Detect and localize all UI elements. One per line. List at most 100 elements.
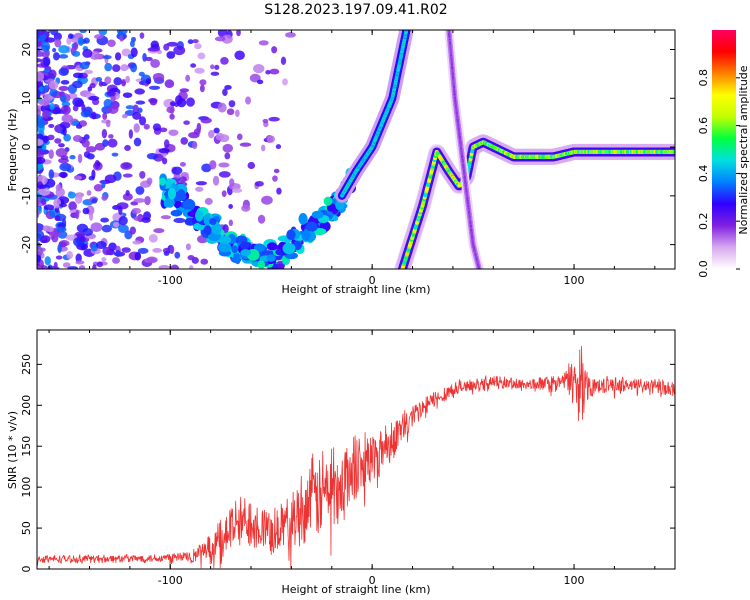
spectrogram-noise-blob <box>58 54 69 59</box>
spectrogram-noise-blob <box>67 191 76 199</box>
spectrogram-noise-blob <box>138 71 145 77</box>
spectrogram-noise-blob <box>130 62 138 73</box>
spectrogram-noise-blob <box>137 107 143 113</box>
spectrogram-noise-blob <box>159 127 168 133</box>
spectrogram-noise-blob <box>86 190 92 196</box>
spectrogram-noise-blob <box>77 36 84 47</box>
spectrogram-noise-blob <box>183 120 191 125</box>
spectrogram-noise-blob <box>194 67 205 74</box>
spectrogram-noise-blob <box>116 30 128 36</box>
spectrogram-noise-blob <box>88 95 100 101</box>
spectrogram-noise-blob <box>38 184 47 189</box>
spectrogram-noise-blob <box>169 101 176 107</box>
spectrogram-noise-blob <box>91 198 98 204</box>
main-trace-blob <box>332 215 339 222</box>
spectrogram-noise-blob <box>54 215 61 222</box>
spectrogram-noise-blob <box>91 111 97 120</box>
spectrogram-noise-blob <box>106 90 116 97</box>
spectrogram-noise-blob <box>185 74 191 82</box>
spectrogram-noise-blob <box>40 235 51 244</box>
spectrogram-noise-blob <box>174 251 181 259</box>
spectrogram-noise-blob <box>66 37 72 45</box>
spectrogram-noise-blob <box>63 134 71 142</box>
spectrogram-noise-blob <box>60 79 70 85</box>
spectrogram-noise-blob <box>133 216 145 222</box>
spectrogram-noise-blob <box>178 176 187 183</box>
spectrogram-noise-blob <box>60 94 67 103</box>
spectrogram-noise-blob <box>62 127 67 136</box>
spectrogram-noise-blob <box>101 194 108 201</box>
spectrogram-noise-blob <box>61 101 71 107</box>
spectrogram-noise-blob <box>107 138 118 148</box>
spectrogram-noise-blob <box>141 217 151 223</box>
spectrogram-noise-blob <box>55 255 63 260</box>
spectrogram-noise-blob <box>96 161 101 167</box>
spectrogram-noise-blob <box>273 168 280 174</box>
spectrogram-noise-blob <box>245 96 251 105</box>
spectrogram-noise-blob <box>146 152 158 160</box>
spectrogram-noise-blob <box>125 189 130 197</box>
main-trace-blob <box>165 197 175 208</box>
main-trace-blob <box>286 229 296 241</box>
spectrogram-noise-blob <box>61 114 74 123</box>
spectrogram-noise-blob <box>212 175 220 186</box>
spectrogram-noise-blob <box>82 207 90 215</box>
spectrogram-noise-blob <box>75 260 85 265</box>
spectrogram-noise-blob <box>72 135 83 143</box>
spectrogram-noise-blob <box>179 162 186 167</box>
spectrogram-noise-blob <box>81 139 90 148</box>
spectrogram-noise-blob <box>218 171 231 178</box>
main-trace-blob <box>305 221 318 232</box>
spectrogram-noise-blob <box>72 72 84 79</box>
spectrogram-noise-blob <box>137 247 149 254</box>
spectrogram-noise-blob <box>148 85 161 90</box>
spectrogram-noise-blob <box>43 56 51 67</box>
spectrogram-noise-blob <box>280 56 287 66</box>
spectrogram-noise-blob <box>101 257 107 262</box>
spectrogram-noise-blob <box>148 233 158 243</box>
spectrogram-noise-blob <box>188 265 194 269</box>
spectrogram-noise-blob <box>168 129 179 136</box>
spectrogram-noise-blob <box>91 169 96 180</box>
spectrogram-noise-blob <box>82 48 93 58</box>
spectrogram-noise-blob <box>208 129 215 139</box>
spectrogram-noise-blob <box>282 78 288 86</box>
main-trace-blob <box>219 235 232 245</box>
spectrogram-noise-blob <box>261 195 273 205</box>
spectrogram-noise-blob <box>179 88 190 93</box>
spectrogram-noise-blob <box>37 114 44 124</box>
spectrogram-noise-blob <box>88 211 94 221</box>
spectrogram-noise-blob <box>54 138 62 144</box>
spectrogram-noise-blob <box>133 123 140 133</box>
spectrogram-noise-blob <box>121 247 131 253</box>
spectrogram-noise-blob <box>78 265 86 269</box>
spectrogram-noise-blob <box>75 194 83 204</box>
main-trace-blob <box>218 242 232 253</box>
spectrogram-noise-blob <box>98 80 104 87</box>
spectrogram-noise-blob <box>224 84 232 90</box>
spectrogram-noise-blob <box>173 45 186 56</box>
spectrogram-noise-blob <box>80 236 86 243</box>
spectrogram-noise-blob <box>118 224 129 233</box>
spectrogram-noise-blob <box>153 228 165 234</box>
spectrogram-noise-blob <box>104 76 112 85</box>
spectrogram-noise-blob <box>37 200 40 207</box>
spectrogram-noise-blob <box>92 264 97 269</box>
main-trace-blob <box>173 192 187 202</box>
spectrogram-noise-blob <box>84 69 94 74</box>
spectrogram-noise-blob <box>75 209 80 220</box>
main-trace-blob <box>267 268 274 269</box>
spectrogram-noise-blob <box>44 84 49 91</box>
spectrogram-noise-blob <box>236 30 241 37</box>
spectrogram-noise-blob <box>166 51 176 59</box>
spectrogram-noise-blob <box>79 61 90 70</box>
secondary-trace-core <box>672 149 675 154</box>
spectrogram-noise-blob <box>122 193 133 201</box>
spectrogram-noise-blob <box>135 186 145 195</box>
spectrogram-noise-blob <box>133 198 146 203</box>
spectrogram-noise-blob <box>90 222 103 232</box>
spectrogram-noise-blob <box>108 134 114 139</box>
spectrogram-noise-blob <box>221 34 233 44</box>
spectrogram-noise-blob <box>43 204 55 211</box>
spectrogram-noise-blob <box>67 33 74 39</box>
